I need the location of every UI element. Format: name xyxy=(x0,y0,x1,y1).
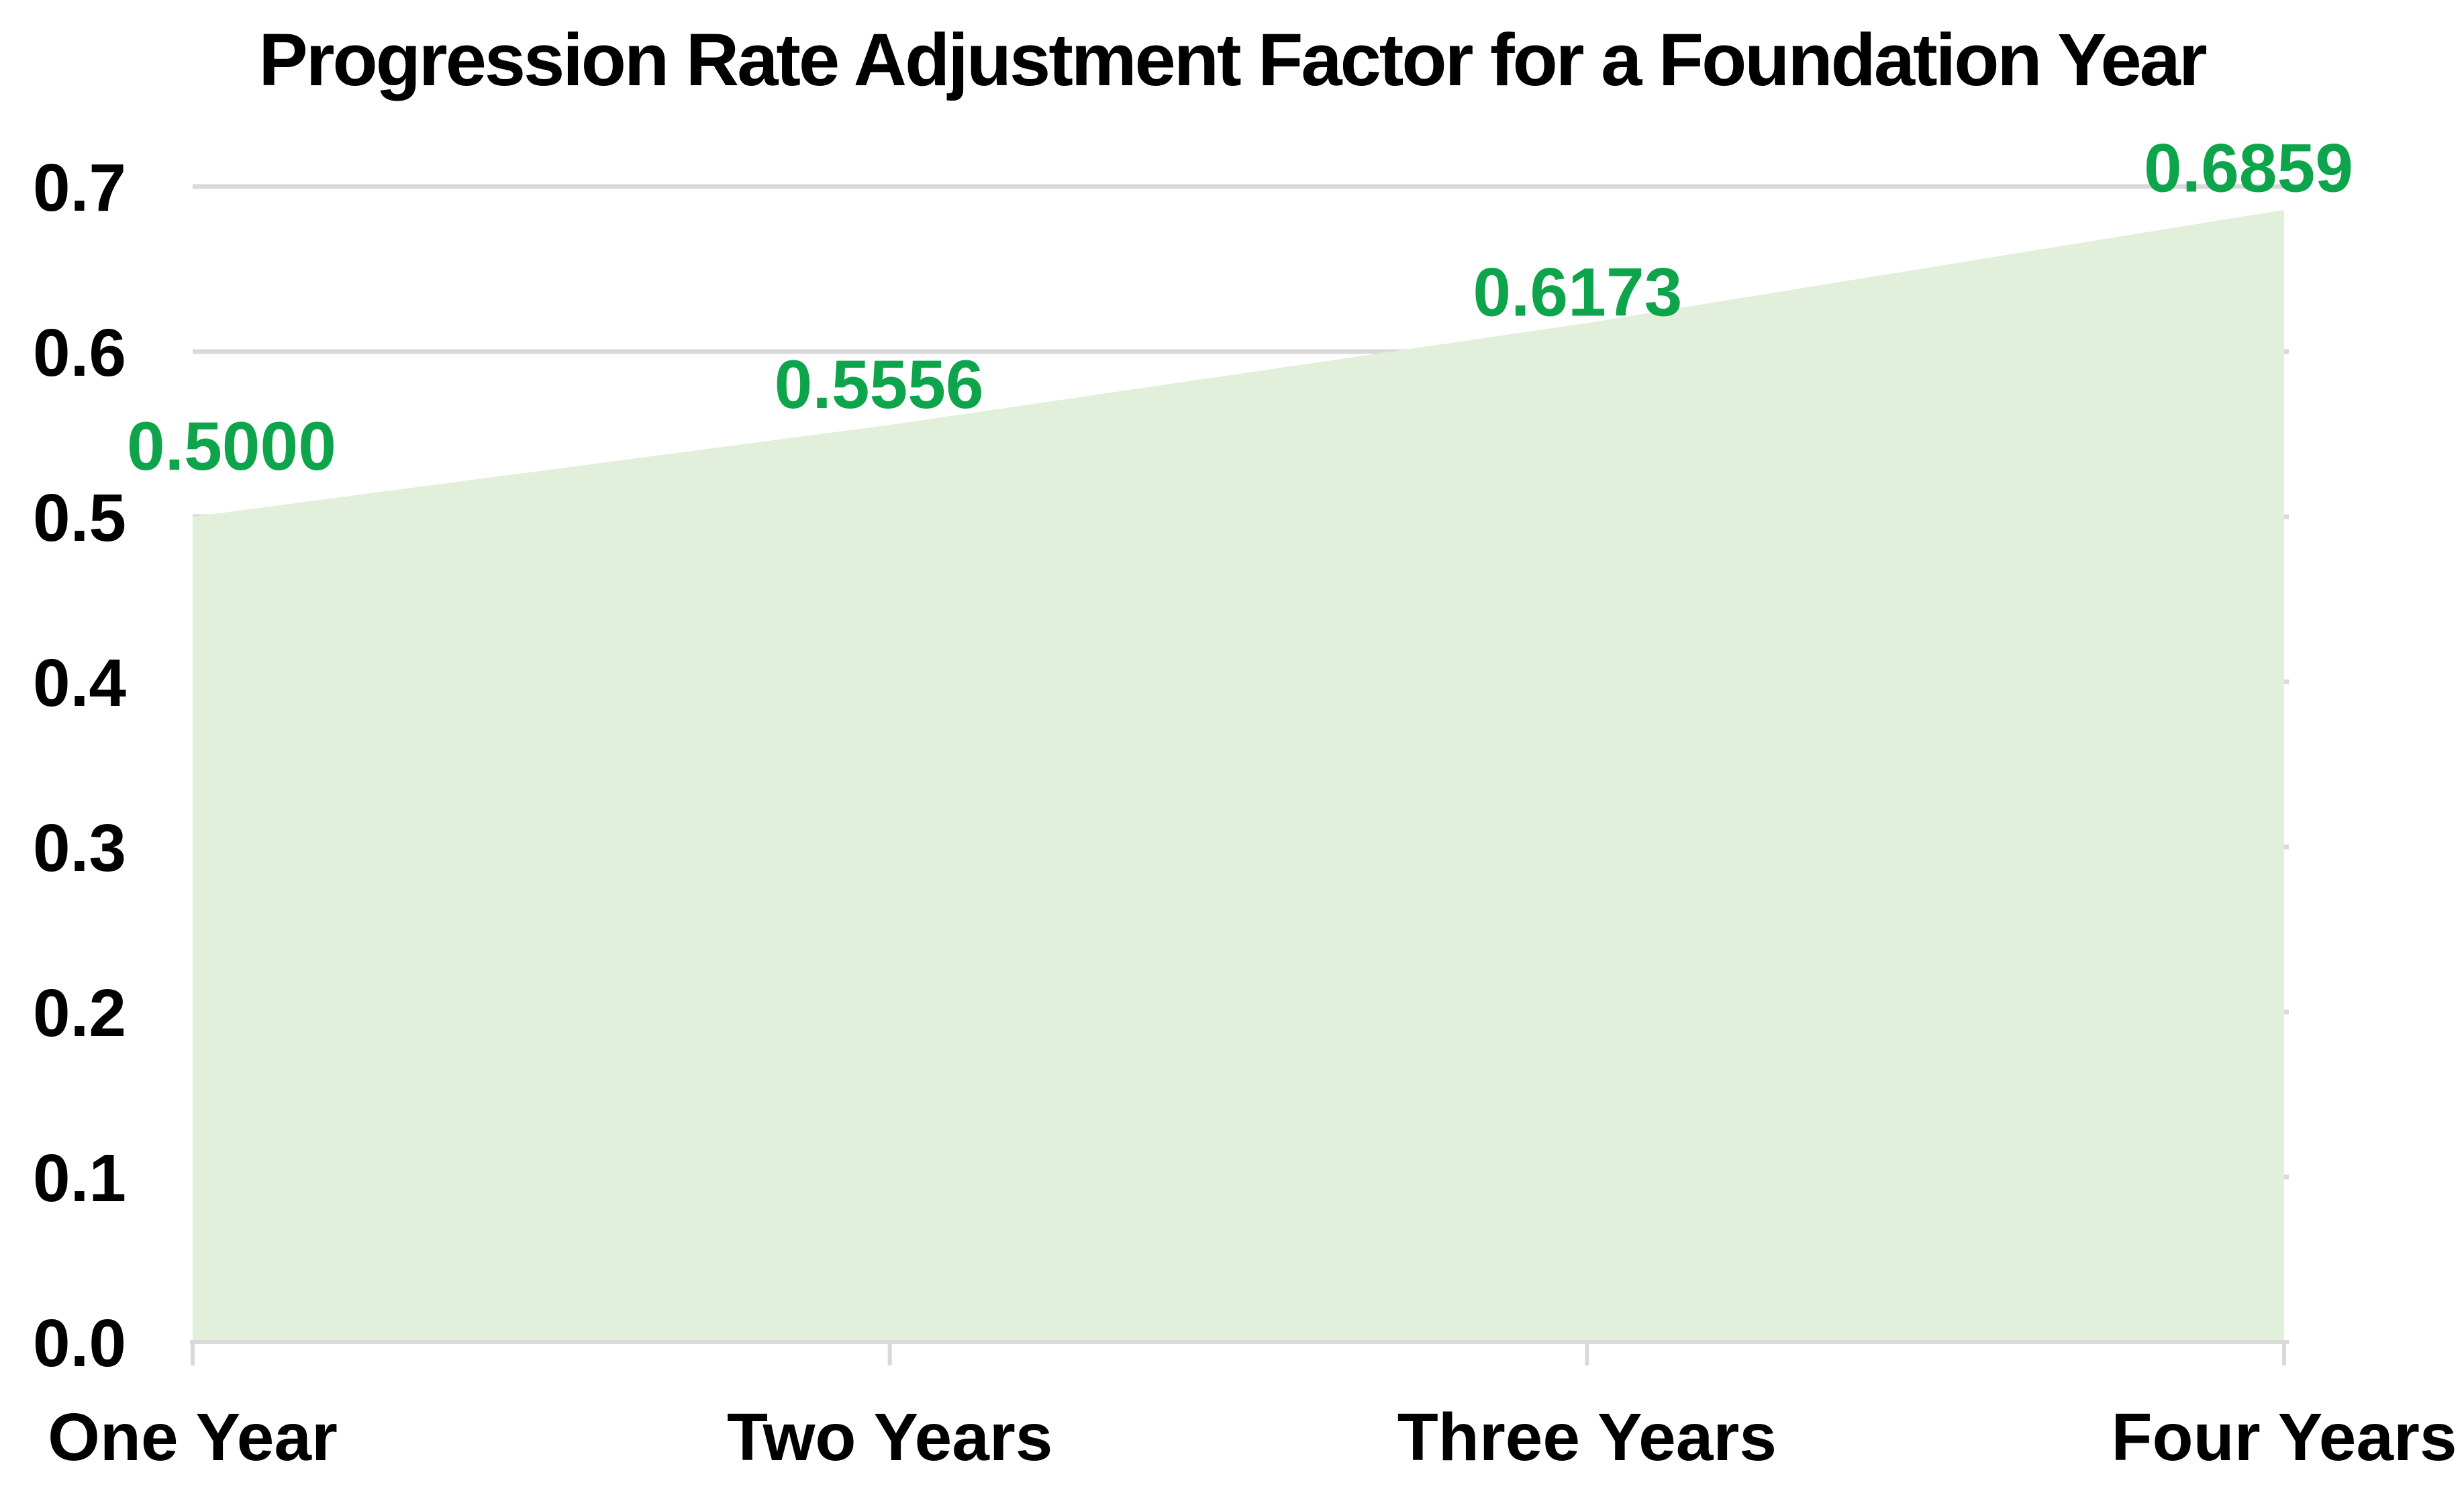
data-label: 0.5556 xyxy=(775,346,984,423)
y-axis-tick-label: 0.7 xyxy=(33,150,126,225)
y-axis-tick-label: 0.4 xyxy=(33,646,126,721)
chart-title: Progression Rate Adjustment Factor for a… xyxy=(258,19,2207,101)
data-label: 0.6859 xyxy=(2144,130,2353,207)
x-axis-label: Two Years xyxy=(727,1400,1052,1475)
y-axis-tick-label: 0.6 xyxy=(33,315,126,391)
y-axis-tick-label: 0.1 xyxy=(33,1141,126,1216)
y-axis-tick-label: 0.2 xyxy=(33,976,126,1051)
area-series xyxy=(193,209,2284,1343)
y-axis-tick-label: 0.0 xyxy=(33,1306,126,1381)
x-axis-label: Four Years xyxy=(2111,1400,2457,1475)
x-axis-label: One Year xyxy=(48,1400,338,1475)
y-axis-tick-label: 0.3 xyxy=(33,811,126,886)
data-label: 0.5000 xyxy=(127,408,336,484)
y-axis-tick-label: 0.5 xyxy=(33,480,126,556)
x-axis-label: Three Years xyxy=(1397,1400,1777,1475)
data-label: 0.6173 xyxy=(1473,254,1682,330)
